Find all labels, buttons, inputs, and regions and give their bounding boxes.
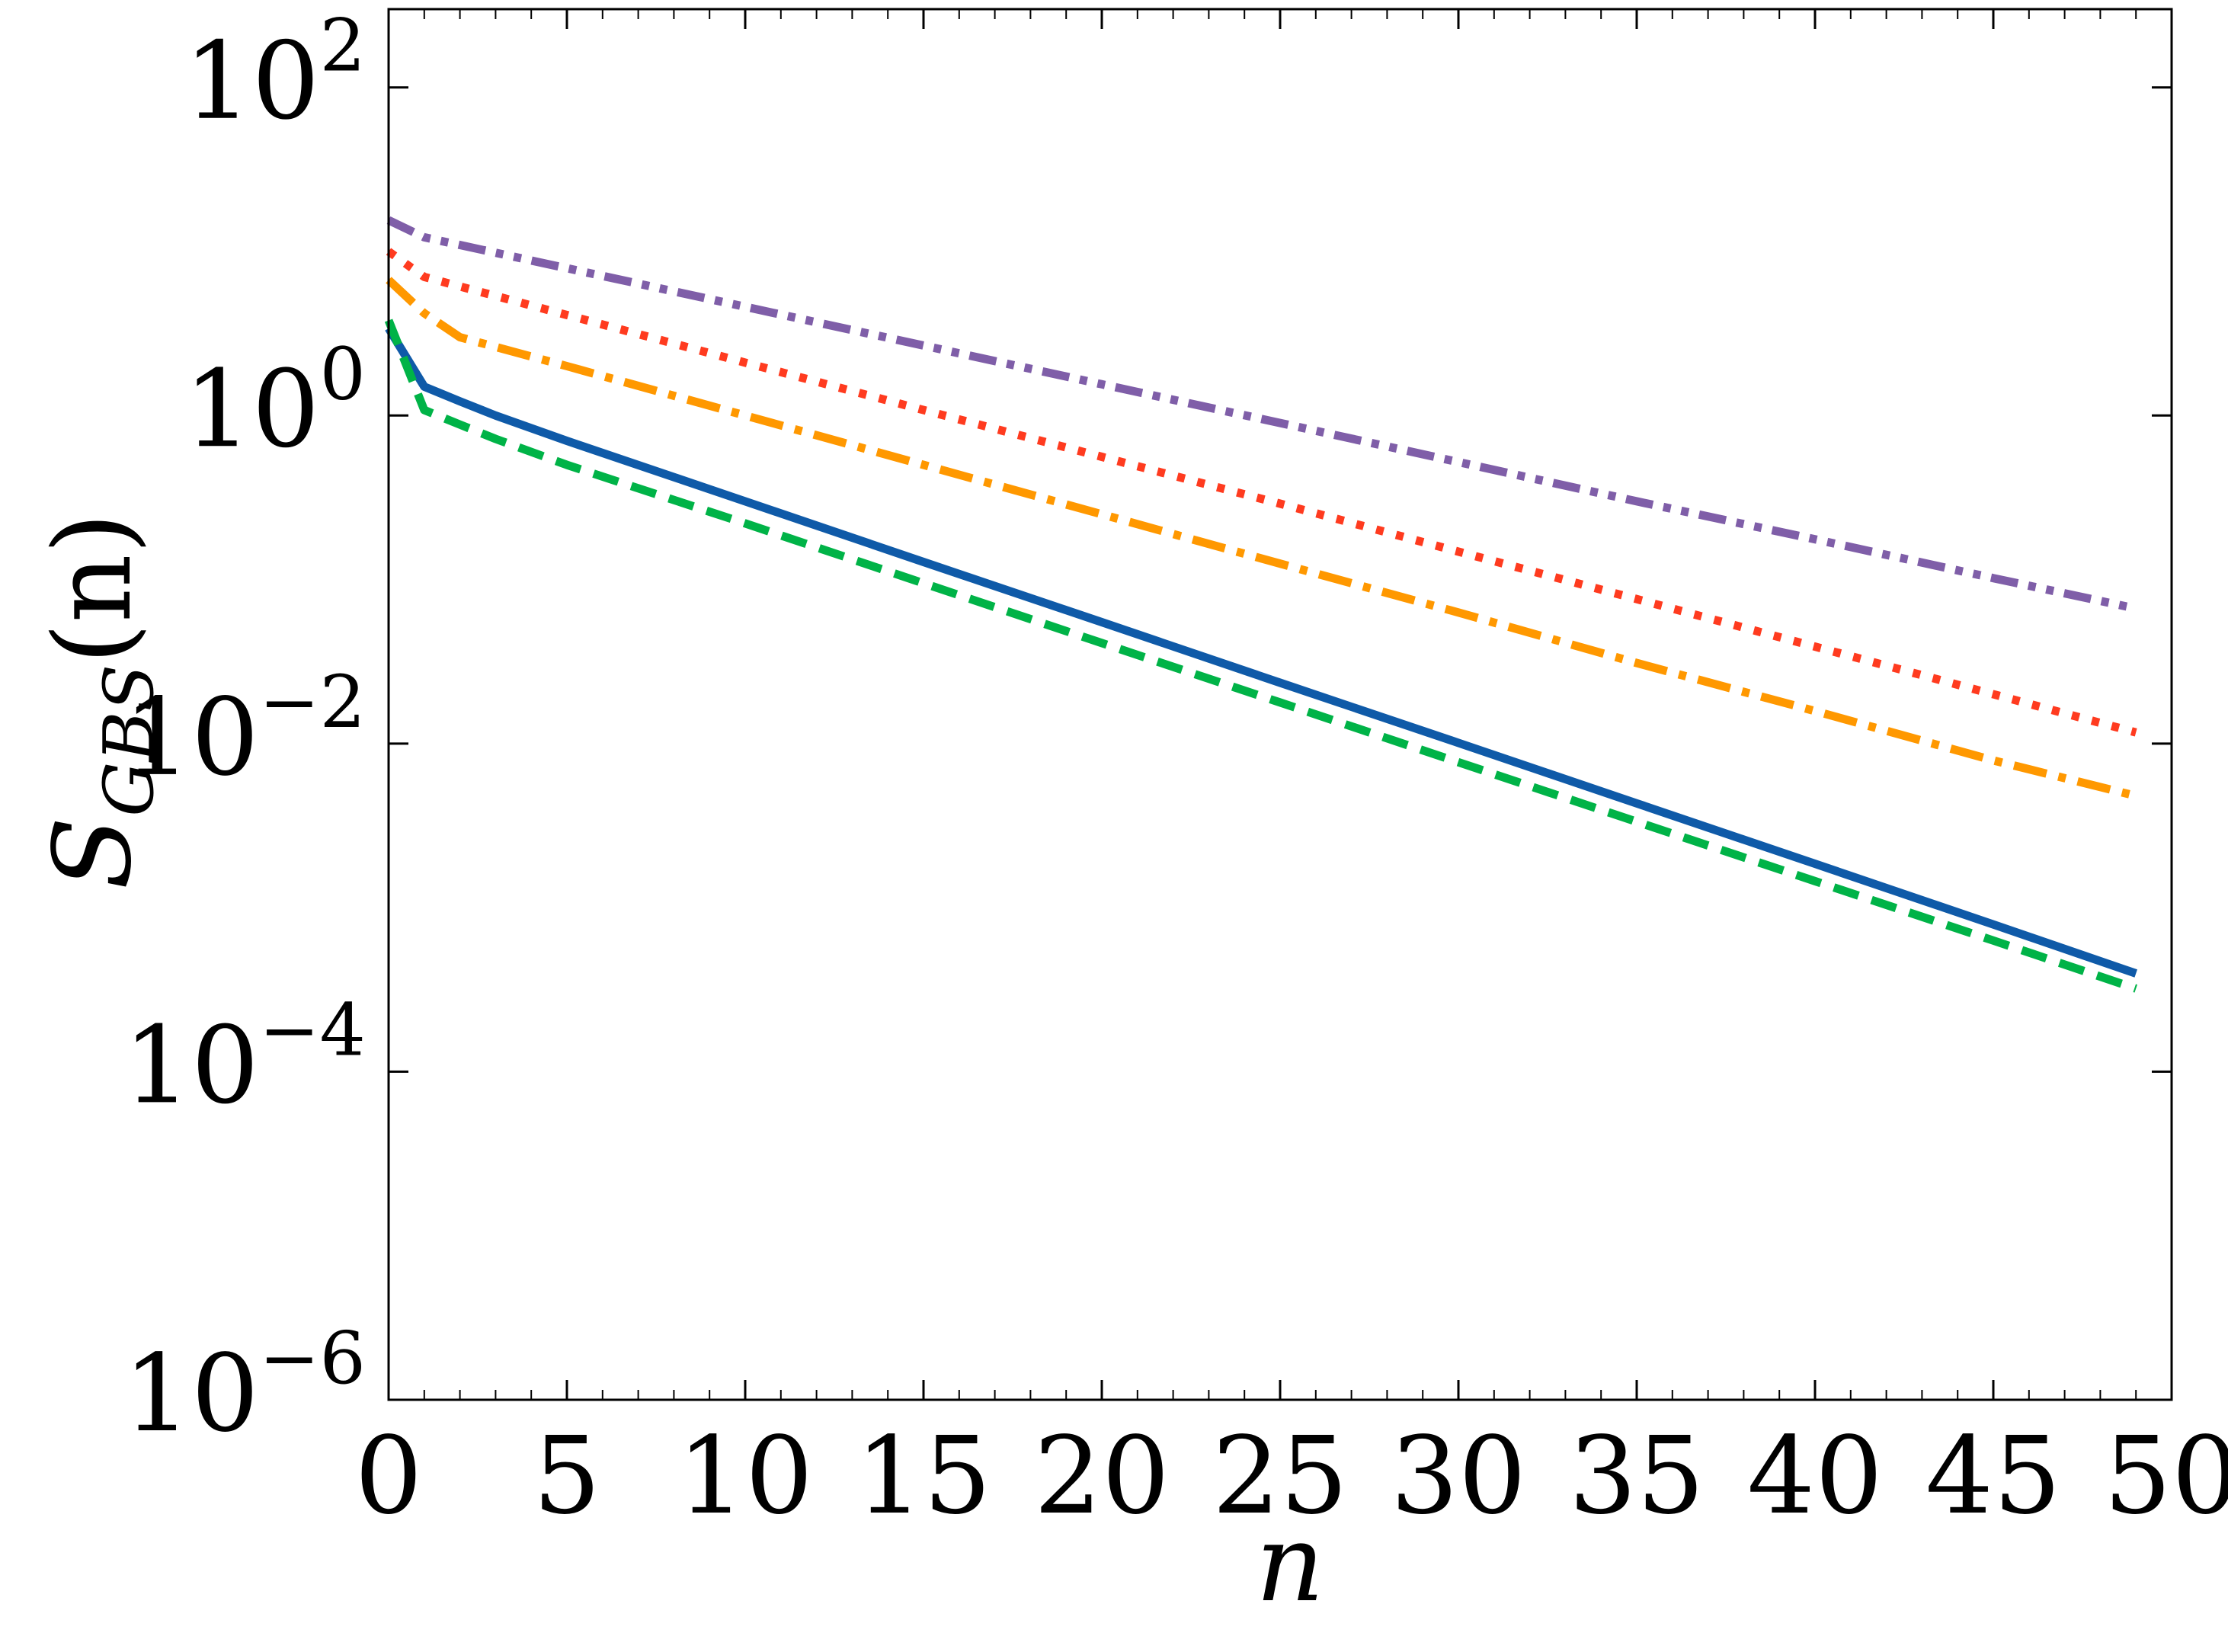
y-axis-title-arg: (n)	[31, 512, 155, 664]
y-tick-label-exponent: −2	[259, 661, 366, 744]
y-tick-label-base: 10	[184, 20, 319, 144]
x-tick-label: 5	[533, 1414, 600, 1538]
series-line	[386, 277, 2137, 800]
x-tick-label: 15	[856, 1414, 991, 1538]
y-axis-title-subscript: GBS	[89, 664, 169, 817]
plot-frame	[387, 8, 2173, 1401]
y-tick-label: 10−2	[123, 661, 366, 800]
series-line	[385, 326, 2137, 978]
series-line	[386, 216, 2137, 613]
y-tick-label-exponent: −6	[259, 1317, 366, 1401]
series-line	[386, 248, 2137, 737]
y-axis-title: SGBS(n)	[31, 512, 169, 889]
y-tick-label: 102	[184, 5, 366, 144]
x-tick-label: 0	[354, 1414, 422, 1538]
y-axis-title-base: S	[31, 817, 155, 890]
x-tick-label: 40	[1747, 1414, 1883, 1538]
x-tick-label: 25	[1212, 1414, 1348, 1538]
y-tick-label: 100	[184, 332, 366, 472]
y-tick-label-exponent: −4	[259, 988, 366, 1072]
y-tick-label-exponent: 2	[320, 5, 366, 88]
x-tick-label: 10	[677, 1414, 813, 1538]
y-tick-label-base: 10	[123, 676, 259, 800]
x-tick-label: 35	[1569, 1414, 1705, 1538]
y-tick-label-base: 10	[123, 1332, 259, 1456]
y-tick-label: 10−4	[123, 988, 366, 1128]
series-layer	[384, 216, 2137, 993]
x-axis-title: n	[1256, 1502, 1324, 1626]
x-tick-label: 45	[1925, 1414, 2061, 1538]
y-tick-label: 10−6	[123, 1317, 366, 1456]
x-tick-label: 20	[1034, 1414, 1170, 1538]
y-tick-label-base: 10	[184, 347, 319, 472]
y-tick-label-exponent: 0	[320, 332, 366, 416]
x-tick-label: 50	[2104, 1414, 2228, 1538]
y-tick-label-base: 10	[123, 1004, 259, 1128]
x-tick-label: 30	[1391, 1414, 1526, 1538]
series-line	[384, 319, 2137, 993]
